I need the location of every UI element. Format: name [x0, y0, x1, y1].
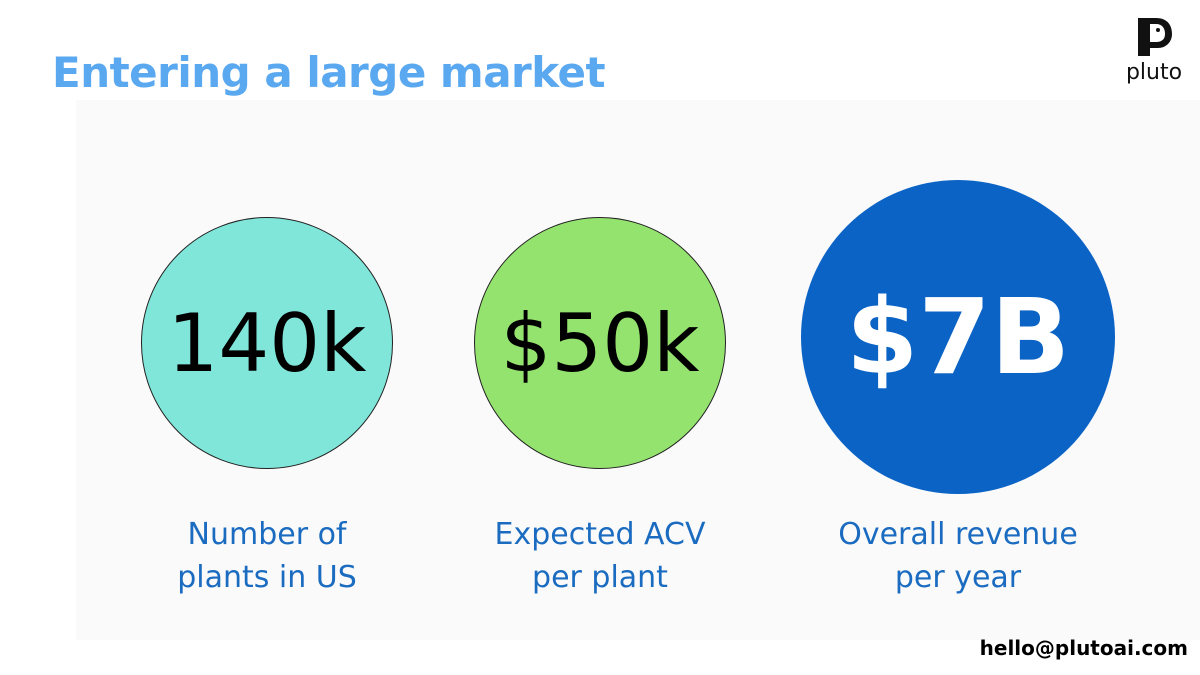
- stat-label: Expected ACV per plant: [450, 513, 750, 599]
- stat-value: $50k: [500, 296, 700, 390]
- stat-label-line: plants in US: [177, 560, 357, 595]
- stat-value: 140k: [167, 296, 367, 390]
- logo-icon: [1138, 18, 1172, 56]
- stat-label: Overall revenue per year: [808, 513, 1108, 599]
- logo: pluto: [1118, 14, 1190, 85]
- stat-label-line: Expected ACV: [494, 517, 706, 552]
- stat-label: Number of plants in US: [117, 513, 417, 599]
- stat-label-line: Number of: [187, 517, 347, 552]
- stat-circle: 140k: [141, 217, 393, 469]
- stat-circle: $50k: [474, 217, 726, 469]
- slide-title: Entering a large market: [52, 48, 606, 97]
- logo-text: pluto: [1125, 60, 1183, 85]
- stat-label-line: per year: [894, 560, 1022, 595]
- stat-label-line: per plant: [532, 560, 668, 595]
- contact-email: hello@plutoai.com: [979, 636, 1188, 660]
- stat-label-line: Overall revenue: [838, 517, 1078, 552]
- stat-circle: $7B: [801, 180, 1115, 494]
- stat-value: $7B: [846, 276, 1070, 398]
